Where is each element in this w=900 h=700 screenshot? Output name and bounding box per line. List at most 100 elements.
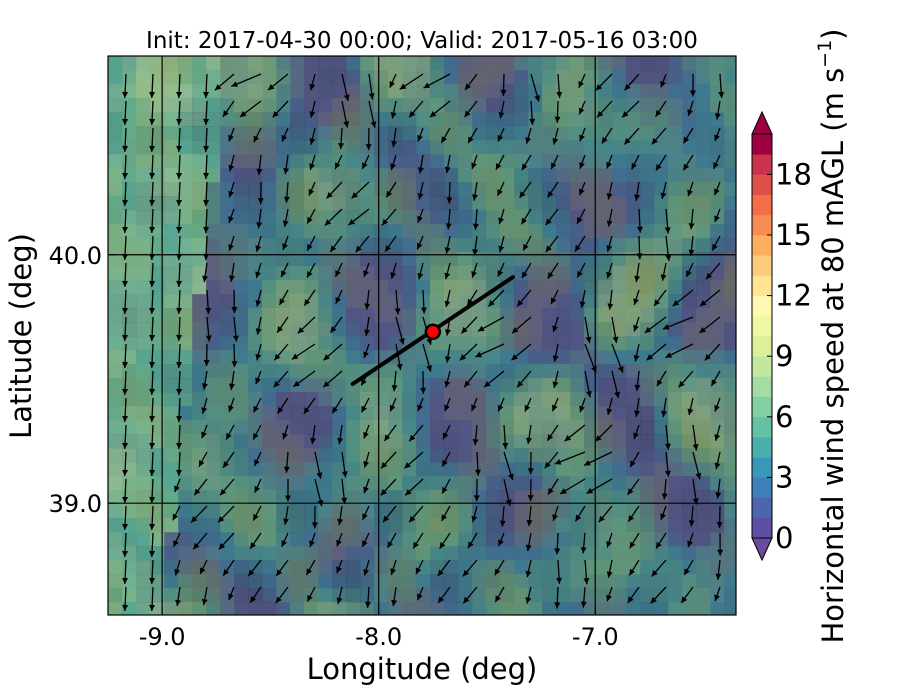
speed-cell [514,308,529,323]
relief-cell [486,392,501,407]
relief-cell [136,238,151,253]
speed-cell [668,252,683,267]
speed-cell [136,336,151,351]
relief-cell [500,322,515,337]
speed-cell [570,140,585,155]
speed-cell [528,252,543,267]
speed-cell [290,56,305,71]
relief-cell [486,532,501,547]
speed-cell [304,154,319,169]
speed-cell [626,210,641,225]
speed-cell [108,182,123,197]
relief-cell [430,224,445,239]
relief-cell [528,336,543,351]
relief-cell [668,210,683,225]
relief-cell [262,168,277,183]
speed-cell [598,140,613,155]
relief-cell [528,448,543,463]
speed-cell [108,266,123,281]
speed-cell [234,238,249,253]
speed-cell [654,322,669,337]
speed-cell [402,182,417,197]
relief-cell [192,364,207,379]
relief-cell [696,280,711,295]
relief-cell [514,392,529,407]
relief-cell [304,546,319,561]
relief-cell [668,112,683,127]
relief-cell [346,196,361,211]
relief-cell [570,490,585,505]
relief-cell [556,308,571,323]
relief-cell [164,140,179,155]
relief-cell [402,602,417,615]
relief-cell [444,476,459,491]
relief-cell [402,182,417,197]
relief-cell [556,238,571,253]
speed-cell [318,140,333,155]
relief-cell [304,98,319,113]
relief-cell [626,196,641,211]
relief-cell [262,224,277,239]
speed-cell [178,294,193,309]
speed-cell [472,140,487,155]
relief-cell [108,350,123,365]
speed-cell [612,322,627,337]
relief-cell [234,266,249,281]
relief-cell [234,294,249,309]
speed-cell [402,126,417,141]
relief-cell [668,196,683,211]
relief-cell [514,98,529,113]
relief-cell [710,560,725,575]
relief-cell [416,462,431,477]
relief-cell [668,308,683,323]
relief-cell [710,266,725,281]
speed-cell [360,308,375,323]
speed-cell [556,252,571,267]
speed-cell [640,168,655,183]
relief-cell [710,336,725,351]
relief-cell [710,224,725,239]
relief-cell [234,462,249,477]
relief-cell [290,406,305,421]
speed-cell [332,224,347,239]
speed-cell [430,224,445,239]
relief-cell [192,182,207,197]
relief-cell [710,56,725,71]
relief-cell [696,490,711,505]
speed-cell [458,112,473,127]
relief-cell [108,434,123,449]
relief-cell [276,602,291,615]
relief-cell [206,588,221,603]
speed-cell [374,224,389,239]
speed-cell [192,182,207,197]
relief-cell [234,476,249,491]
relief-cell [108,336,123,351]
relief-cell [528,322,543,337]
speed-cell [710,196,725,211]
relief-cell [234,406,249,421]
relief-cell [500,378,515,393]
relief-cell [262,280,277,295]
speed-cell [724,140,736,155]
speed-cell [360,252,375,267]
relief-cell [570,322,585,337]
relief-cell [374,602,389,615]
speed-cell [150,238,165,253]
relief-cell [332,378,347,393]
relief-cell [346,588,361,603]
relief-cell [696,98,711,113]
relief-cell [206,476,221,491]
speed-cell [500,56,515,71]
relief-cell [262,140,277,155]
relief-cell [136,126,151,141]
speed-cell [164,84,179,99]
speed-cell [276,336,291,351]
speed-cell [346,266,361,281]
relief-cell [430,154,445,169]
relief-cell [584,518,599,533]
speed-cell [360,126,375,141]
speed-cell [486,238,501,253]
relief-cell [654,56,669,71]
relief-cell [612,406,627,421]
relief-cell [220,140,235,155]
